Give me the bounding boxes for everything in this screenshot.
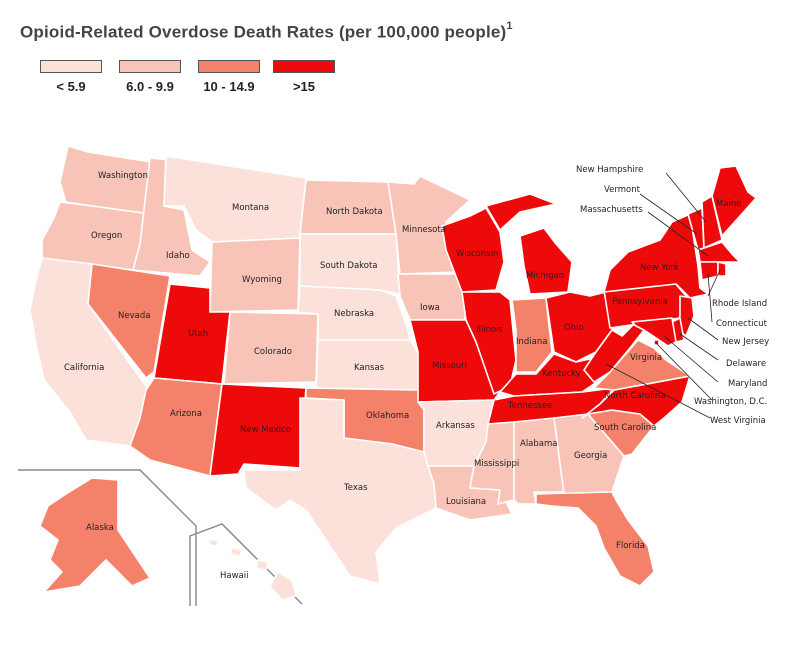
label-michigan: Michigan (526, 271, 564, 281)
state-new-hampshire[interactable] (701, 195, 723, 249)
label-south-carolina: South Carolina (594, 423, 656, 433)
label-rhode-island: Rhode Island (712, 299, 767, 309)
label-oklahoma: Oklahoma (366, 411, 409, 421)
label-new-hampshire: New Hampshire (576, 165, 643, 175)
legend-swatch (198, 60, 260, 73)
leader-lines (605, 172, 721, 419)
label-montana: Montana (232, 203, 269, 213)
label-kentucky: Kentucky (542, 369, 581, 379)
label-maine: Maine (716, 199, 742, 209)
label-kansas: Kansas (354, 363, 385, 373)
state-washington-dc[interactable] (653, 339, 660, 346)
label-north-dakota: North Dakota (326, 207, 383, 217)
state-nevada[interactable] (87, 263, 171, 379)
label-idaho: Idaho (166, 251, 190, 261)
label-iowa: Iowa (420, 303, 440, 313)
map-title: Opioid-Related Overdose Death Rates (per… (20, 20, 513, 43)
label-massachusetts: Massachusetts (580, 205, 643, 215)
hawaii-island-oahu (229, 547, 243, 557)
label-georgia: Georgia (574, 451, 607, 461)
hawaii-island-maui (255, 559, 269, 571)
label-wyoming: Wyoming (242, 275, 282, 285)
label-oregon: Oregon (91, 231, 122, 241)
label-delaware: Delaware (726, 359, 766, 369)
label-maryland: Maryland (728, 379, 767, 389)
label-arizona: Arizona (170, 409, 202, 419)
label-new-mexico: New Mexico (240, 425, 291, 435)
state-maine[interactable] (711, 165, 757, 237)
hawaii-island-kauai (208, 539, 219, 547)
label-pennsylvania: Pennsylvania (612, 297, 668, 307)
inset-border-alaska (18, 469, 197, 606)
label-indiana: Indiana (516, 337, 547, 347)
state-maryland[interactable] (631, 317, 677, 347)
legend-item-gt-15: >15 (273, 60, 339, 94)
label-illinois: Illinois (476, 325, 504, 335)
label-ohio: Ohio (564, 323, 584, 333)
state-texas[interactable] (243, 397, 437, 585)
state-rhode-island[interactable] (717, 261, 727, 277)
state-michigan[interactable] (485, 193, 573, 295)
label-arkansas: Arkansas (436, 421, 475, 431)
label-hawaii: Hawaii (220, 571, 248, 581)
label-connecticut: Connecticut (716, 319, 768, 329)
label-south-dakota: South Dakota (320, 261, 378, 271)
label-minnesota: Minnesota (402, 225, 446, 235)
state-hawaii[interactable] (269, 571, 297, 601)
label-utah: Utah (188, 329, 208, 339)
label-california: California (64, 363, 104, 373)
label-nevada: Nevada (118, 311, 150, 321)
state-south-dakota[interactable] (299, 233, 401, 295)
title-footnote: 1 (506, 20, 513, 32)
state-alaska[interactable] (39, 477, 151, 593)
hawaii-islands (208, 539, 297, 601)
label-alaska: Alaska (86, 523, 114, 533)
state-wisconsin[interactable] (441, 207, 505, 293)
label-new-york: New York (640, 263, 679, 273)
label-north-carolina: North Carolina (604, 391, 665, 401)
label-wisconsin: Wisconsin (456, 249, 498, 259)
state-north-carolina[interactable] (581, 375, 691, 427)
state-new-york[interactable] (603, 213, 709, 299)
legend-swatch (273, 60, 335, 73)
legend-label: >15 (292, 79, 316, 94)
label-new-jersey: New Jersey (722, 337, 769, 347)
label-tennessee: Tennessee (507, 401, 552, 411)
legend-label: 6.0 - 9.9 (126, 79, 174, 94)
state-labels: Washington Oregon California Idaho Nevad… (64, 165, 769, 581)
state-georgia[interactable] (553, 413, 625, 495)
legend-item-10-14-9: 10 - 14.9 (198, 60, 264, 94)
label-texas: Texas (343, 483, 368, 493)
label-vermont: Vermont (604, 185, 641, 195)
label-nebraska: Nebraska (334, 309, 374, 319)
legend-item-6-9-9: 6.0 - 9.9 (119, 60, 185, 94)
legend-item-lt-5-9: < 5.9 (40, 60, 106, 94)
label-alabama: Alabama (520, 439, 557, 449)
label-washington-dc: Washington, D.C. (694, 397, 767, 407)
legend-label: < 5.9 (56, 79, 86, 94)
label-virginia: Virginia (630, 353, 662, 363)
label-florida: Florida (616, 541, 645, 551)
label-missouri: Missouri (432, 361, 467, 371)
legend-swatch (119, 60, 181, 73)
state-connecticut[interactable] (699, 261, 719, 281)
label-louisiana: Louisiana (446, 497, 486, 507)
state-indiana[interactable] (511, 297, 553, 373)
label-mississippi: Mississippi (474, 459, 519, 469)
label-washington: Washington (98, 171, 148, 181)
legend-label: 10 - 14.9 (203, 79, 255, 94)
legend-swatch (40, 60, 102, 73)
state-florida[interactable] (535, 491, 655, 587)
label-colorado: Colorado (254, 347, 292, 357)
label-west-virginia: West Virginia (710, 416, 766, 426)
title-text: Opioid-Related Overdose Death Rates (per… (20, 22, 507, 42)
